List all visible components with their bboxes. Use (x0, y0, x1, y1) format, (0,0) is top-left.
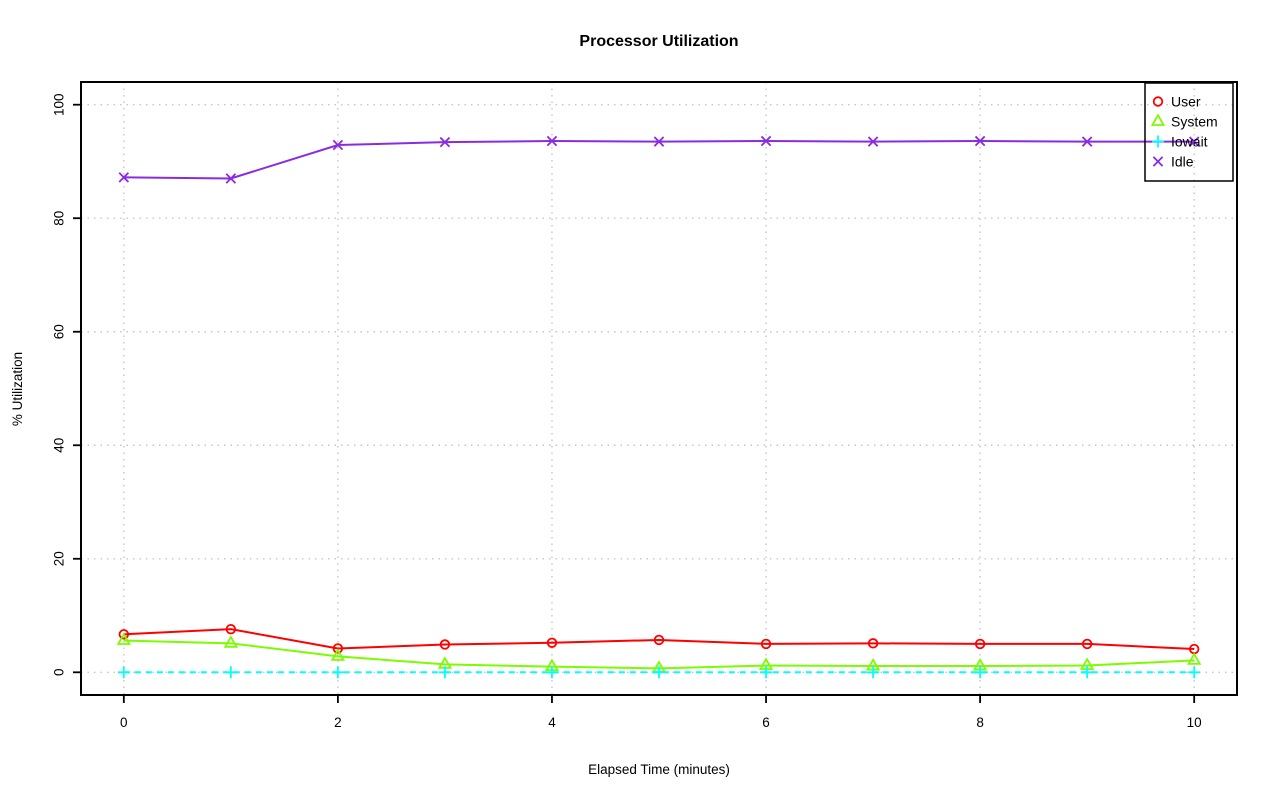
series-line-idle (123, 140, 1195, 180)
marker-x (225, 173, 237, 184)
marker-x (867, 136, 879, 147)
plot-box (80, 81, 1238, 696)
marker-circle (653, 634, 665, 646)
marker-plus (974, 666, 987, 679)
marker-x (760, 135, 772, 147)
marker-circle (1152, 96, 1164, 107)
x-tick-label: 6 (762, 715, 770, 730)
marker-plus (1081, 666, 1094, 679)
marker-plus (117, 666, 130, 679)
marker-plus (331, 666, 344, 679)
marker-x (1188, 136, 1200, 147)
axis-ticks (73, 103, 1196, 703)
legend-label-system: System (1171, 114, 1218, 130)
marker-circle (760, 638, 772, 650)
legend-label-idle: Idle (1171, 154, 1194, 170)
series-iowait (117, 666, 1201, 679)
x-tick-label: 2 (334, 715, 342, 730)
x-tick-label: 10 (1187, 715, 1202, 730)
marker-plus (867, 666, 880, 679)
y-tick-label: 80 (52, 211, 67, 226)
chart-title: Processor Utilization (579, 33, 739, 50)
series-user (118, 623, 1200, 655)
marker-plus (545, 666, 558, 679)
marker-x (546, 135, 558, 147)
marker-circle (225, 623, 237, 635)
marker-triangle (1150, 113, 1166, 126)
x-tick-label: 8 (976, 715, 984, 730)
y-tick-label: 20 (52, 551, 67, 566)
marker-circle (439, 639, 451, 650)
legend-label-user: User (1171, 94, 1201, 110)
legend-box (1144, 82, 1234, 182)
y-axis-label: % Utilization (10, 351, 25, 427)
y-tick-label: 60 (52, 324, 67, 339)
marker-plus (438, 666, 451, 679)
marker-plus (653, 666, 665, 679)
x-tick-label: 0 (120, 715, 128, 730)
marker-circle (118, 629, 130, 640)
marker-circle (867, 638, 879, 649)
marker-triangle (1187, 652, 1202, 665)
y-tick-label: 0 (52, 669, 67, 677)
marker-x (332, 139, 344, 151)
marker-triangle (116, 632, 131, 645)
marker-x (439, 136, 451, 148)
series-line-user (123, 628, 1195, 651)
marker-plus (1152, 135, 1164, 148)
marker-circle (332, 643, 344, 654)
y-tick-label: 100 (52, 93, 67, 116)
marker-triangle (330, 648, 346, 661)
x-axis-label: Elapsed Time (minutes) (588, 762, 730, 777)
x-tick-label: 4 (548, 715, 556, 730)
marker-x (1152, 156, 1164, 167)
marker-x (118, 172, 130, 183)
marker-plus (760, 666, 773, 679)
marker-triangle (223, 635, 239, 648)
y-tick-label: 40 (52, 438, 67, 453)
legend-label-iowait: Iowait (1171, 134, 1208, 150)
marker-plus (1188, 666, 1201, 679)
marker-x (653, 136, 665, 147)
marker-plus (224, 666, 237, 679)
gridlines (81, 82, 1237, 695)
series-idle (118, 135, 1200, 184)
marker-circle (1081, 638, 1093, 650)
marker-circle (974, 638, 986, 650)
marker-x (1081, 136, 1093, 147)
marker-circle (546, 637, 558, 648)
marker-x (974, 135, 986, 147)
legend: User System Iowait Idle (1144, 82, 1234, 182)
